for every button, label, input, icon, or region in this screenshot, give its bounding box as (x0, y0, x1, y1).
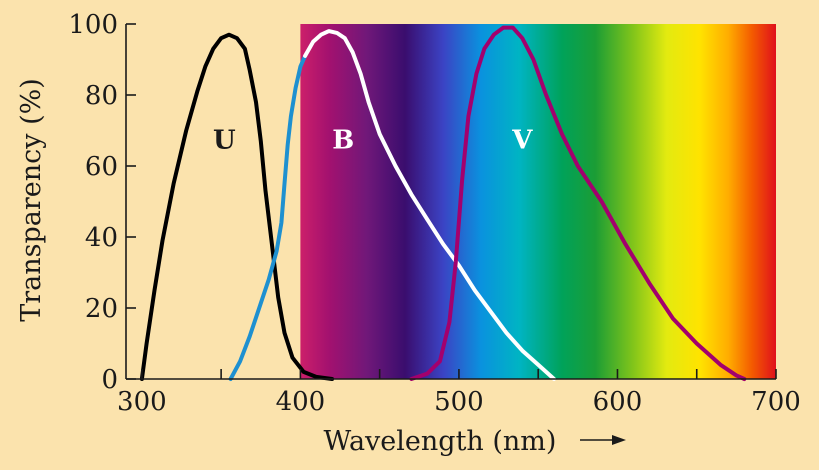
y-tick-label: 100 (68, 10, 118, 40)
series-v-label: V (511, 125, 533, 155)
series-b-label: B (332, 125, 354, 155)
x-tick-label: 500 (434, 387, 484, 417)
y-tick-label: 80 (85, 81, 118, 111)
series-b-curve (228, 53, 308, 381)
y-axis-title: Transparency (%) (16, 78, 47, 322)
series-v-curve (409, 25, 747, 381)
series-u-label: U (213, 125, 236, 155)
series-u-curve (139, 32, 335, 381)
spectrum-band (300, 24, 776, 379)
x-tick-label: 700 (751, 387, 801, 417)
y-tick-label: 60 (85, 152, 118, 182)
y-ticks: 0 20 40 60 80 100 (68, 10, 136, 395)
y-tick-label: 0 (101, 365, 118, 395)
series-curves (139, 25, 747, 381)
x-tick-label: 400 (276, 387, 326, 417)
x-ticks: 300 400 500 600 700 (117, 369, 801, 417)
x-axis-arrow (580, 435, 626, 445)
series-curve-segment (303, 29, 556, 381)
x-tick-label: 300 (117, 387, 167, 417)
y-tick-label: 20 (85, 294, 118, 324)
x-tick-label: 600 (593, 387, 643, 417)
y-tick-label: 40 (85, 223, 118, 253)
x-axis-title: Wavelength (nm) (324, 426, 557, 457)
